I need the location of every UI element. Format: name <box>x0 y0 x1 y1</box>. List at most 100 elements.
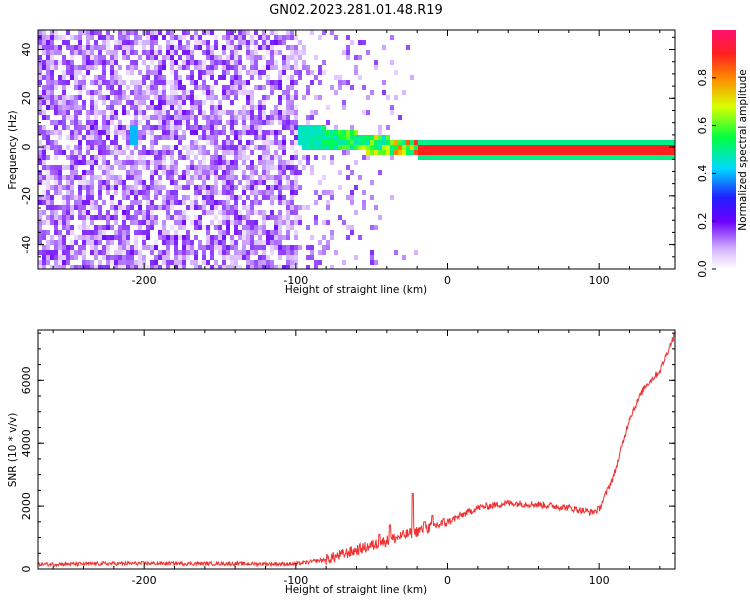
heatmap-cell <box>66 110 70 115</box>
heatmap-cell <box>242 175 246 180</box>
heatmap-cell <box>378 215 382 220</box>
heatmap-cell <box>294 165 298 170</box>
heatmap-cell <box>154 220 158 225</box>
heatmap-cell <box>354 135 358 140</box>
heatmap-cell <box>198 185 202 190</box>
heatmap-cell <box>278 190 282 195</box>
heatmap-cell <box>58 175 62 180</box>
heatmap-cell <box>106 240 110 245</box>
heatmap-cell <box>362 110 366 115</box>
heatmap-cell <box>378 130 382 135</box>
heatmap-cell <box>42 130 46 135</box>
heatmap-cell <box>46 170 50 175</box>
heatmap-cell <box>474 145 478 150</box>
heatmap-cell <box>102 235 106 240</box>
heatmap-cell <box>234 65 238 70</box>
heatmap-cell <box>130 160 134 165</box>
heatmap-cell <box>182 35 186 40</box>
heatmap-cell <box>214 120 218 125</box>
heatmap-cell <box>170 115 174 120</box>
heatmap-cell <box>270 245 274 250</box>
heatmap-cell <box>258 70 262 75</box>
heatmap-cell <box>182 120 186 125</box>
heatmap-cell <box>386 95 390 100</box>
heatmap-cell <box>178 215 182 220</box>
heatmap-cell <box>250 110 254 115</box>
heatmap-cell <box>250 50 254 55</box>
heatmap-cell <box>254 165 258 170</box>
heatmap-cell <box>222 200 226 205</box>
heatmap-cell <box>118 200 122 205</box>
heatmap-cell <box>138 135 142 140</box>
heatmap-cell <box>254 50 258 55</box>
heatmap-cell <box>58 95 62 100</box>
heatmap-cell <box>310 135 314 140</box>
heatmap-cell <box>38 180 42 185</box>
heatmap-cell <box>226 255 230 260</box>
heatmap-cell <box>142 75 146 80</box>
heatmap-cell <box>94 145 98 150</box>
heatmap-cell <box>306 255 310 260</box>
heatmap-cell <box>198 75 202 80</box>
heatmap-cell <box>306 145 310 150</box>
heatmap-cell <box>366 50 370 55</box>
heatmap-cell <box>654 145 658 150</box>
x-tick-label: 100 <box>589 574 610 587</box>
heatmap-cell <box>346 225 350 230</box>
heatmap-cell <box>138 150 142 155</box>
heatmap-cell <box>198 45 202 50</box>
heatmap-cell <box>238 60 242 65</box>
heatmap-cell <box>54 255 58 260</box>
heatmap-cell <box>70 195 74 200</box>
heatmap-cell <box>550 155 554 160</box>
heatmap-cell <box>310 250 314 255</box>
heatmap-cell <box>50 95 54 100</box>
heatmap-cell <box>146 105 150 110</box>
heatmap-cell <box>242 35 246 40</box>
heatmap-cell <box>322 250 326 255</box>
heatmap-cell <box>450 145 454 150</box>
heatmap-cell <box>322 220 326 225</box>
heatmap-cell <box>162 100 166 105</box>
heatmap-cell <box>98 90 102 95</box>
heatmap-cell <box>166 95 170 100</box>
heatmap-cell <box>350 145 354 150</box>
heatmap-cell <box>70 210 74 215</box>
heatmap-cell <box>174 245 178 250</box>
heatmap-cell <box>50 175 54 180</box>
heatmap-cell <box>210 210 214 215</box>
heatmap-cell <box>302 95 306 100</box>
heatmap-cell <box>610 155 614 160</box>
heatmap-cell <box>106 35 110 40</box>
heatmap-cell <box>262 225 266 230</box>
heatmap-cell <box>178 120 182 125</box>
heatmap-cell <box>254 210 258 215</box>
heatmap-cell <box>318 130 322 135</box>
heatmap-cell <box>182 155 186 160</box>
heatmap-cell <box>162 195 166 200</box>
heatmap-cell <box>514 150 518 155</box>
heatmap-cell <box>42 35 46 40</box>
heatmap-cell <box>86 160 90 165</box>
heatmap-cell <box>250 190 254 195</box>
heatmap-cell <box>250 160 254 165</box>
heatmap-cell <box>150 205 154 210</box>
heatmap-cell <box>154 75 158 80</box>
heatmap-cell <box>230 260 234 265</box>
heatmap-cell <box>278 115 282 120</box>
heatmap-cell <box>250 235 254 240</box>
heatmap-cell <box>530 150 534 155</box>
heatmap-cell <box>254 65 258 70</box>
heatmap-cell <box>122 45 126 50</box>
heatmap-cell <box>98 50 102 55</box>
heatmap-cell <box>122 50 126 55</box>
heatmap-cell <box>250 220 254 225</box>
heatmap-cell <box>114 60 118 65</box>
heatmap-cell <box>110 170 114 175</box>
heatmap-cell <box>102 185 106 190</box>
heatmap-cell <box>630 150 634 155</box>
heatmap-cell <box>434 150 438 155</box>
heatmap-cell <box>42 265 46 269</box>
heatmap-cell <box>134 230 138 235</box>
